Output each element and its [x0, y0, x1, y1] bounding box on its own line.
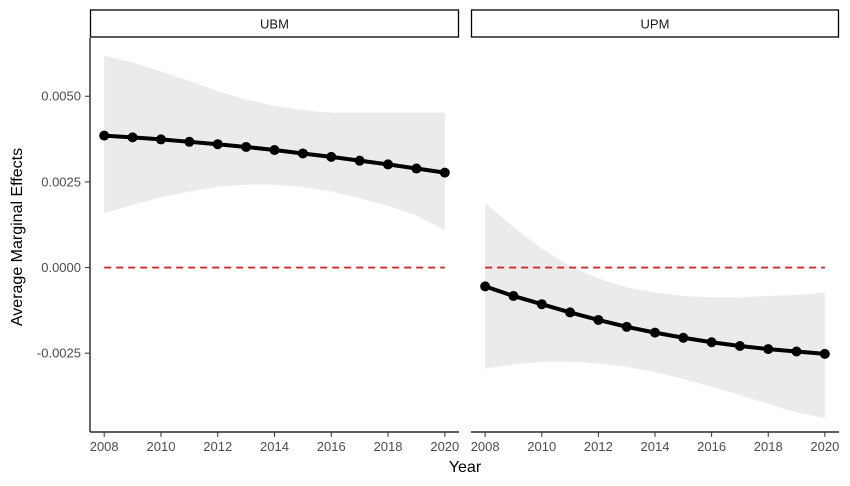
x-tick-label: 2008	[471, 439, 500, 454]
data-point	[383, 159, 394, 170]
data-point	[269, 145, 280, 156]
data-point	[439, 167, 450, 178]
facet-panel-upm: UPM 2008 2010 2012 2014 2016 2018 2020	[470, 9, 840, 454]
confidence-ribbon	[485, 203, 825, 419]
data-point	[819, 348, 830, 359]
data-point	[678, 332, 689, 343]
x-tick-label: 2010	[147, 439, 176, 454]
y-axis-title: Average Marginal Effects	[9, 148, 26, 326]
data-point	[480, 281, 491, 292]
data-point	[184, 136, 195, 147]
data-point	[791, 346, 802, 357]
data-point	[706, 337, 717, 348]
data-point	[212, 139, 223, 150]
x-tick-label: 2016	[697, 439, 726, 454]
data-point	[508, 290, 519, 301]
facet-strip-label: UPM	[641, 17, 670, 32]
x-tick-label: 2018	[374, 439, 403, 454]
confidence-ribbon	[104, 55, 445, 231]
data-point	[650, 327, 660, 338]
y-tick-label: 0.0050	[41, 89, 81, 104]
y-tick-label: -0.0025	[37, 346, 81, 361]
y-tick-label: 0.0000	[41, 260, 81, 275]
x-tick-label: 2014	[260, 439, 289, 454]
data-point	[354, 155, 365, 166]
y-axis: 0.0050 0.0025 0.0000 -0.0025	[37, 38, 91, 432]
facet-strip-label: UBM	[260, 17, 289, 32]
y-tick-label: 0.0025	[41, 174, 81, 189]
facet-panel-ubm: UBM 2008 2010 2012 2014 2016 2018 2020	[89, 9, 460, 454]
data-point	[99, 130, 110, 141]
x-tick-label: 2020	[810, 439, 839, 454]
data-point	[593, 314, 604, 325]
data-point	[241, 141, 252, 152]
x-axis-title: Year	[449, 459, 482, 476]
data-point	[155, 134, 166, 145]
x-tick-label: 2012	[203, 439, 232, 454]
x-tick-label: 2016	[317, 439, 346, 454]
data-point	[734, 341, 745, 352]
data-point	[621, 321, 632, 332]
facet-strip	[470, 9, 840, 38]
data-point	[411, 163, 422, 174]
data-point	[536, 299, 547, 310]
data-point	[565, 307, 576, 318]
facet-panels: UBM 2008 2010 2012 2014 2016 2018 2020 UPM 2008 20…	[89, 9, 840, 454]
data-point	[763, 344, 774, 355]
data-point	[297, 148, 308, 159]
facet-strip	[89, 9, 460, 38]
x-tick-label: 2008	[90, 439, 119, 454]
x-tick-label: 2020	[430, 439, 459, 454]
x-tick-label: 2014	[641, 439, 670, 454]
x-tick-label: 2018	[754, 439, 783, 454]
x-tick-label: 2012	[584, 439, 613, 454]
data-point	[326, 151, 337, 162]
data-point	[127, 132, 138, 143]
x-tick-label: 2010	[527, 439, 556, 454]
